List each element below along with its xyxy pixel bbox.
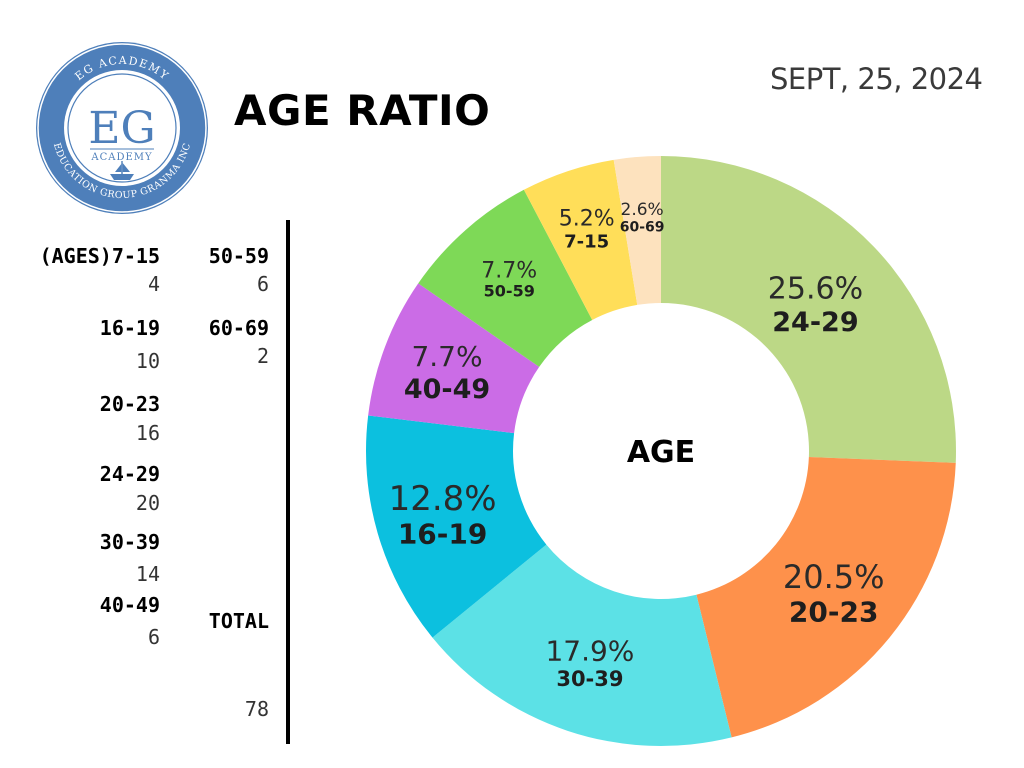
donut-slice-7-15 xyxy=(523,159,638,320)
legend-value: 16 xyxy=(135,421,160,445)
eg-academy-logo: EG ACADEMY EDUCATION GROUP GRANMA INC EG… xyxy=(36,42,208,214)
slice-percent-label: 5.2% xyxy=(559,207,615,232)
slice-category-label: 30-39 xyxy=(556,667,623,691)
slice-percent-label: 25.6% xyxy=(768,272,863,307)
legend-label: 30-39 xyxy=(99,530,160,554)
legend-value: 20 xyxy=(135,491,160,515)
donut-slice-24-29 xyxy=(661,156,956,463)
slice-category-label: 50-59 xyxy=(484,282,535,301)
legend-value: 4 xyxy=(147,272,160,296)
legend-label: 16-19 xyxy=(99,316,160,340)
legend-label: 20-23 xyxy=(99,392,160,416)
legend-value: 14 xyxy=(135,562,160,586)
total-label: TOTAL xyxy=(208,609,269,633)
legend-label: 60-69 xyxy=(208,316,269,340)
page-title: AGE RATIO xyxy=(234,86,491,135)
report-date: SEPT, 25, 2024 xyxy=(770,62,983,96)
donut-slice-30-39 xyxy=(432,544,732,746)
donut-slice-20-23 xyxy=(696,456,956,738)
legend-value: 6 xyxy=(256,272,269,296)
donut-slice-40-49 xyxy=(368,283,540,434)
total-value: 78 xyxy=(244,697,269,721)
logo-academy-word: ACADEMY xyxy=(90,152,152,163)
slice-category-label: 7-15 xyxy=(564,231,609,252)
logo-inner-disc xyxy=(64,70,180,186)
donut-slice-50-59 xyxy=(418,189,593,367)
ship-icon xyxy=(110,161,134,180)
slice-percent-label: 2.6% xyxy=(621,200,664,220)
slice-category-label: 16-19 xyxy=(398,518,488,551)
donut-center-label: AGE xyxy=(627,435,695,470)
legend-value: 6 xyxy=(147,625,160,649)
slice-percent-label: 7.7% xyxy=(411,340,482,373)
slice-percent-label: 7.7% xyxy=(481,258,537,283)
legend-label: 40-49 xyxy=(99,593,160,617)
legend-label: 24-29 xyxy=(99,462,160,486)
legend-label: 50-59 xyxy=(208,244,269,268)
donut-slice-16-19 xyxy=(366,415,547,638)
legend-label: (AGES)7-15 xyxy=(39,244,160,268)
legend-value: 10 xyxy=(135,349,160,373)
slice-category-label: 24-29 xyxy=(772,307,858,338)
slice-percent-label: 17.9% xyxy=(545,635,634,668)
slice-category-label: 40-49 xyxy=(404,374,490,405)
legend-value: 2 xyxy=(256,344,269,368)
donut-slice-60-69 xyxy=(613,156,661,305)
slice-category-label: 20-23 xyxy=(789,595,879,628)
slice-percent-label: 12.8% xyxy=(389,479,497,519)
slice-category-label: 60-69 xyxy=(620,220,665,236)
logo-monogram: EG xyxy=(88,103,155,154)
legend-divider xyxy=(286,220,290,744)
slice-percent-label: 20.5% xyxy=(783,558,885,596)
